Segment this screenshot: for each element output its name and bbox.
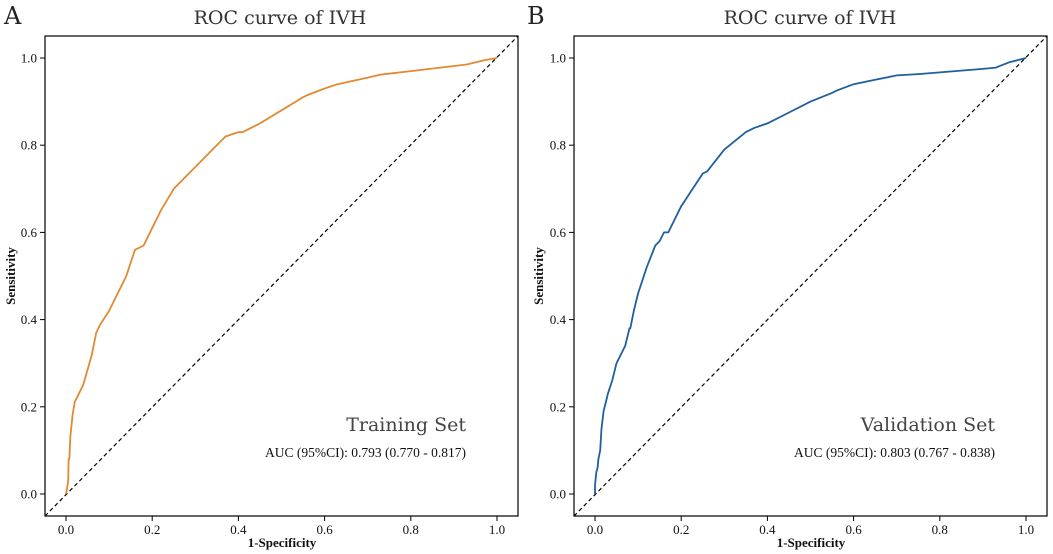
y-tick-label: 0.2: [550, 399, 566, 414]
panel-b: B ROC curve of IVH 0.0 0.2 0.4 0.6 0.8 1.0 0.…: [527, 2, 1048, 550]
x-tick-label: 0.0: [58, 522, 74, 537]
x-tick-label: 0.2: [673, 522, 689, 537]
y-tick-label: 0.6: [21, 225, 38, 240]
y-tick-label: 1.0: [21, 51, 37, 66]
chart-title-b: ROC curve of IVH: [724, 7, 897, 29]
auc-label-validation: AUC (95%CI): 0.803 (0.767 - 0.838): [794, 445, 995, 460]
x-tick-label: 0.8: [932, 522, 948, 537]
x-tick-label: 1.0: [489, 522, 505, 537]
panel-letter-b: B: [527, 2, 545, 30]
y-tick-label: 0.4: [550, 312, 567, 327]
y-tick-label: 0.0: [21, 487, 37, 502]
y-ticks-a: 0.0 0.2 0.4 0.6 0.8 1.0: [21, 51, 45, 502]
y-ticks-b: 0.0 0.2 0.4 0.6 0.8 1.0: [550, 51, 574, 502]
x-tick-label: 0.6: [316, 522, 333, 537]
x-ticks-b: 0.0 0.2 0.4 0.6 0.8 1.0: [587, 516, 1034, 537]
panel-letter-a: A: [3, 2, 22, 30]
y-tick-label: 0.2: [21, 399, 37, 414]
y-tick-label: 0.8: [21, 138, 37, 153]
y-tick-label: 0.0: [550, 487, 566, 502]
y-axis-label-a: Sensitivity: [3, 247, 18, 305]
y-tick-label: 1.0: [550, 51, 566, 66]
x-tick-label: 0.8: [403, 522, 419, 537]
x-tick-label: 1.0: [1018, 522, 1034, 537]
auc-label-training: AUC (95%CI): 0.793 (0.770 - 0.817): [265, 445, 466, 460]
diagonal-reference-a: [44, 35, 519, 517]
plot-border-a: [44, 35, 519, 517]
x-axis-label-b: 1-Specificity: [777, 535, 846, 550]
x-ticks-a: 0.0 0.2 0.4 0.6 0.8 1.0: [58, 516, 505, 537]
x-tick-label: 0.4: [759, 522, 776, 537]
x-axis-label-a: 1-Specificity: [248, 535, 317, 550]
panel-a: A ROC curve of IVH 0.0 0.2 0.4 0.6 0.8 1.0 0.…: [3, 2, 519, 550]
y-axis-label-b: Sensitivity: [531, 247, 546, 305]
x-tick-label: 0.4: [230, 522, 247, 537]
x-tick-label: 0.0: [587, 522, 603, 537]
diagonal-reference-b: [573, 35, 1048, 517]
y-tick-label: 0.4: [21, 312, 38, 327]
set-label-validation: Validation Set: [860, 414, 996, 436]
y-tick-label: 0.8: [550, 138, 566, 153]
plot-border-b: [573, 35, 1048, 517]
y-tick-label: 0.6: [550, 225, 567, 240]
x-tick-label: 0.6: [845, 522, 862, 537]
roc-curve-training: [65, 57, 498, 495]
set-label-training: Training Set: [346, 414, 466, 436]
chart-title-a: ROC curve of IVH: [194, 7, 367, 29]
roc-curve-validation: [594, 57, 1027, 494]
x-tick-label: 0.2: [144, 522, 160, 537]
